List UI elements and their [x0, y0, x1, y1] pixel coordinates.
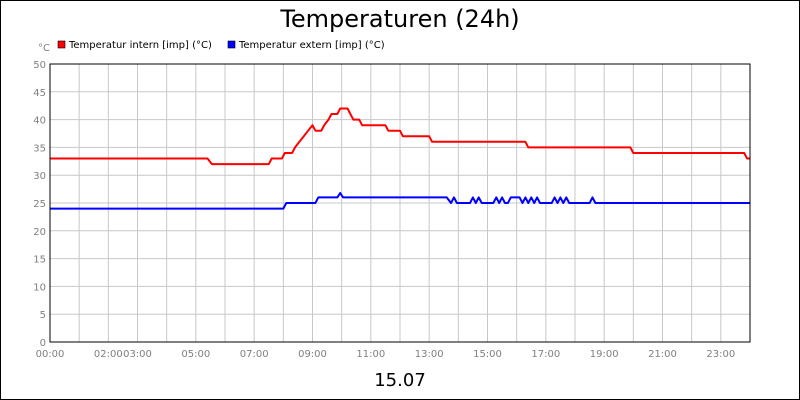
y-tick-label: 40 [33, 116, 46, 127]
x-tick-label: 19:00 [590, 349, 619, 360]
x-tick-label: 15:00 [473, 349, 502, 360]
x-tick-label: 17:00 [531, 349, 560, 360]
y-axis-unit-label: °C [38, 43, 50, 54]
y-tick-label: 30 [33, 171, 46, 182]
x-tick-label: 03:00 [123, 349, 152, 360]
y-tick-label: 25 [33, 199, 46, 210]
x-tick-label: 09:00 [298, 349, 327, 360]
x-tick-label: 07:00 [240, 349, 269, 360]
x-axis-date-label: 15.07 [374, 370, 426, 391]
y-tick-label: 15 [33, 255, 46, 266]
y-tick-label: 50 [33, 60, 46, 71]
grid [50, 64, 750, 342]
x-tick-label: 13:00 [415, 349, 444, 360]
y-tick-label: 45 [33, 88, 46, 99]
x-tick-label: 11:00 [356, 349, 385, 360]
y-tick-label: 5 [40, 310, 46, 321]
series-line-2 [50, 192, 750, 210]
y-tick-label: 35 [33, 143, 46, 154]
y-tick-label: 20 [33, 227, 46, 238]
y-tick-label: 0 [40, 338, 46, 349]
x-tick-label: 00:00 [36, 349, 65, 360]
y-tick-label: 10 [33, 282, 46, 293]
plot-border [49, 63, 751, 343]
tick-labels: 0 5 10 15 20 25 30 35 40 45 50 00:00 02:00 03:00 05:00… [33, 60, 735, 360]
x-tick-label: 21:00 [648, 349, 677, 360]
x-tick-label: 05:00 [181, 349, 210, 360]
chart-title: Temperaturen (24h) [279, 5, 519, 33]
x-tick-label: 02:00 [94, 349, 123, 360]
legend: Temperatur intern [imp] (°C) Temperatur e… [57, 40, 385, 51]
series-line-1 [50, 107, 750, 166]
legend-label-1: Temperatur intern [imp] (°C) [68, 40, 212, 51]
series-layer [50, 107, 750, 210]
legend-swatch-1 [57, 40, 66, 49]
legend-swatch-2 [227, 40, 236, 49]
x-tick-label: 23:00 [706, 349, 735, 360]
legend-label-2: Temperatur extern [imp] (°C) [238, 40, 385, 51]
